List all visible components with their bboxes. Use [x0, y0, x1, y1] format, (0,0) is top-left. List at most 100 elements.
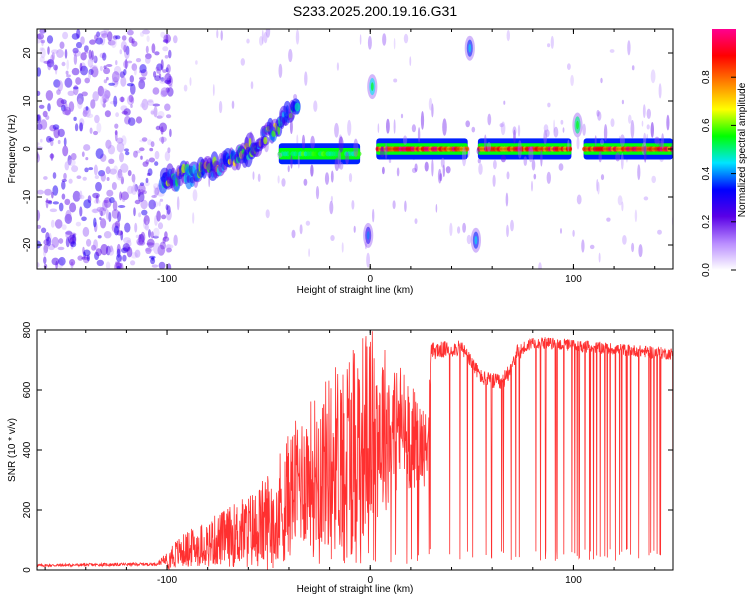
- noise-blob: [47, 46, 50, 55]
- noise-blob: [120, 96, 124, 103]
- noise-blob: [124, 58, 128, 70]
- noise-blob: [114, 123, 119, 129]
- band-fuzz-blob: [403, 135, 408, 145]
- noise-blob: [99, 217, 102, 220]
- noise-blob: [157, 222, 164, 230]
- noise-blob: [70, 261, 74, 269]
- noise-blob: [57, 128, 65, 138]
- noise-blob: [101, 93, 107, 102]
- noise-blob: [65, 230, 73, 240]
- band-fuzz-blob: [442, 164, 445, 178]
- speckle-blob: [449, 222, 453, 236]
- noise-blob: [40, 119, 48, 130]
- speckle-blob: [257, 173, 261, 182]
- noise-blob: [100, 244, 109, 256]
- noise-blob: [76, 29, 81, 39]
- noise-blob: [135, 234, 140, 239]
- speckle-blob: [250, 81, 254, 90]
- noise-blob: [123, 108, 131, 116]
- speckle-blob: [305, 220, 311, 226]
- colorbar-ticks: 0.0 0.2 0.4 0.6 0.8: [701, 70, 736, 277]
- band-fuzz-blob: [437, 168, 442, 184]
- noise-blob: [56, 97, 65, 108]
- noise-blob: [114, 80, 119, 85]
- speckle-blob: [400, 113, 404, 119]
- noise-blob: [45, 199, 53, 204]
- speckle-blob: [392, 200, 396, 210]
- noise-blob: [165, 204, 169, 211]
- noise-blob: [106, 209, 109, 220]
- noise-blob: [146, 172, 151, 176]
- noise-blob: [49, 153, 55, 159]
- noise-blob: [114, 130, 118, 136]
- noise-blob: [43, 249, 47, 257]
- band-core-blob: [294, 102, 301, 112]
- band-fuzz-blob: [531, 159, 536, 171]
- speckle-blob: [218, 100, 223, 114]
- noise-blob: [67, 90, 75, 97]
- snr-x-tick-label: 0: [367, 575, 373, 586]
- noise-blob: [134, 184, 138, 192]
- speckle-blob: [650, 69, 656, 84]
- band-fuzz-blob: [484, 134, 487, 152]
- speckle-blob: [609, 49, 615, 53]
- noise-blob: [66, 74, 71, 78]
- band-fuzz-blob: [277, 152, 283, 158]
- noise-blob: [103, 231, 112, 239]
- speckle-blob: [471, 126, 476, 133]
- band-fuzz-blob: [347, 119, 352, 136]
- band-fuzz-blob: [543, 124, 549, 132]
- noise-blob: [79, 62, 83, 72]
- noise-blob: [117, 171, 121, 176]
- noise-blob: [120, 76, 127, 87]
- speckle-blob: [547, 43, 551, 48]
- noise-blob: [164, 151, 171, 162]
- noise-blob: [82, 226, 90, 237]
- noise-blob: [145, 56, 151, 64]
- noise-blob: [40, 138, 43, 143]
- band-fuzz-blob: [353, 138, 359, 158]
- speckle-blob: [631, 65, 635, 71]
- noise-blob: [113, 95, 118, 108]
- noise-blob: [117, 168, 123, 179]
- noise-blob: [96, 206, 105, 212]
- noise-blob: [155, 66, 160, 71]
- snr-x-tick-label: -100: [157, 575, 177, 586]
- band-fuzz-blob: [637, 164, 641, 181]
- noise-blob: [157, 244, 165, 256]
- band-core-blob: [277, 125, 281, 135]
- noise-blob: [116, 265, 121, 269]
- speckle-blob: [547, 102, 551, 108]
- noise-blob: [158, 261, 166, 269]
- noise-blob: [164, 103, 171, 111]
- noise-blob: [106, 189, 114, 197]
- speckle-blob: [173, 234, 178, 246]
- colorbar: 0.0 0.2 0.4 0.6 0.8 Normalized spectral ampl…: [701, 29, 748, 277]
- band-fuzz-blob: [379, 146, 385, 158]
- noise-blob: [37, 209, 41, 222]
- band-fuzz-blob: [528, 146, 534, 163]
- noise-blob: [76, 175, 82, 179]
- speckle-blob: [315, 186, 320, 200]
- speckle-blob: [252, 171, 255, 180]
- noise-blob: [100, 96, 104, 106]
- colorbar-tick-label: 0.6: [701, 118, 712, 132]
- noise-blob: [85, 106, 89, 111]
- speckle-blob: [576, 137, 580, 150]
- noise-blob: [120, 163, 129, 173]
- noise-blob: [146, 242, 154, 246]
- noise-blob: [144, 224, 149, 231]
- noise-blob: [159, 122, 167, 133]
- noise-blob: [81, 216, 87, 222]
- noise-blob: [84, 167, 89, 173]
- band-fuzz-blob: [424, 161, 429, 172]
- speckle-blob: [183, 84, 188, 92]
- speckle-blob: [263, 31, 268, 44]
- noise-blob: [151, 195, 157, 198]
- band-fuzz-blob: [465, 120, 471, 128]
- speckle-blob: [231, 100, 235, 110]
- noise-blob: [108, 211, 112, 223]
- noise-blob: [150, 141, 155, 148]
- speckle-blob: [404, 200, 407, 213]
